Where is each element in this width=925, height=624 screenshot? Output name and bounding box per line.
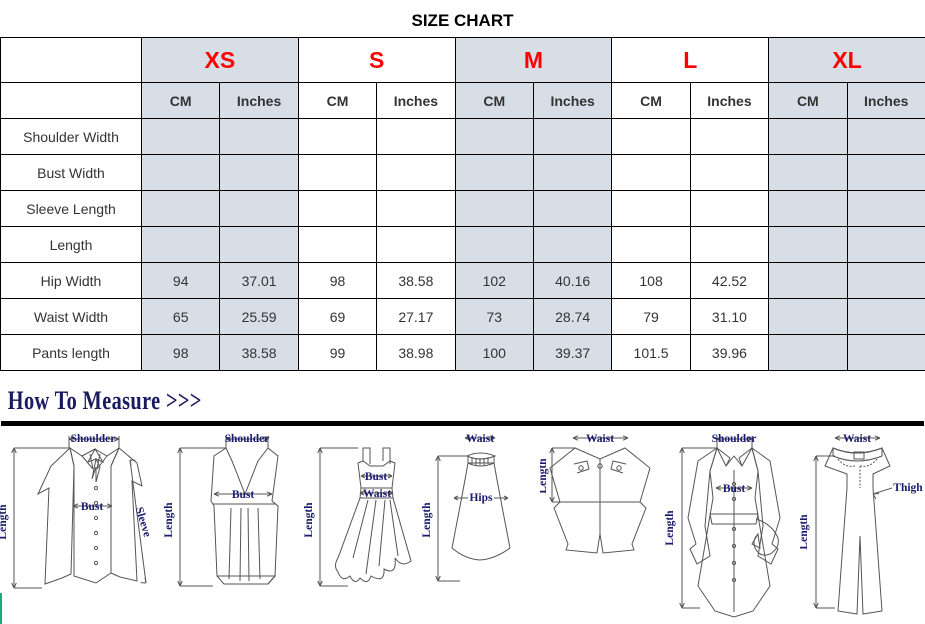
svg-text:Shoulder: Shoulder xyxy=(712,433,757,445)
svg-text:Waist: Waist xyxy=(843,433,871,445)
svg-text:Bust: Bust xyxy=(723,483,746,495)
svg-text:Length: Length xyxy=(303,502,315,538)
svg-text:Waist: Waist xyxy=(466,433,494,445)
svg-text:Length: Length xyxy=(163,502,175,538)
svg-text:Length: Length xyxy=(800,514,810,550)
svg-text:Length: Length xyxy=(0,504,9,540)
svg-text:Thigh: Thigh xyxy=(893,482,923,494)
svg-text:Length: Length xyxy=(540,458,549,494)
svg-text:Length: Length xyxy=(421,502,433,538)
svg-text:Shoulder: Shoulder xyxy=(71,433,116,445)
svg-text:Shoulder: Shoulder xyxy=(225,433,270,445)
svg-text:Hips: Hips xyxy=(469,492,493,504)
svg-text:Waist: Waist xyxy=(586,433,614,445)
svg-text:Sleeve: Sleeve xyxy=(133,506,150,539)
svg-text:Waist: Waist xyxy=(363,488,391,500)
svg-text:Length: Length xyxy=(664,510,676,546)
svg-text:Bust: Bust xyxy=(365,471,388,483)
svg-text:Bust: Bust xyxy=(232,489,255,501)
svg-text:Bust: Bust xyxy=(81,501,104,513)
